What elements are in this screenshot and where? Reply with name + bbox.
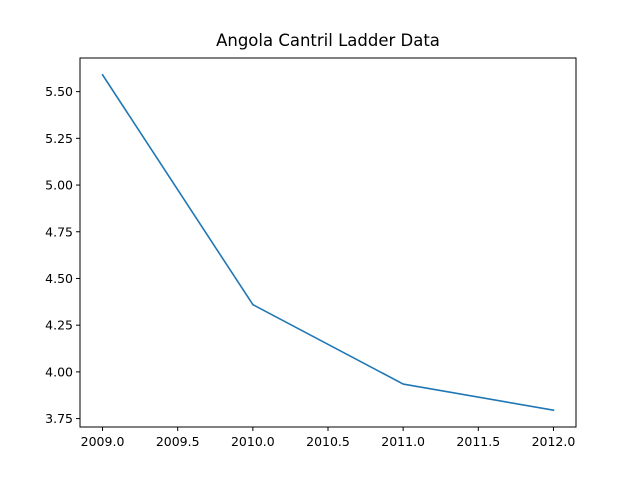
y-tick-label: 3.75 bbox=[45, 411, 73, 426]
series-line bbox=[101, 73, 555, 412]
x-tick-label: 2011.0 bbox=[381, 434, 425, 449]
y-tick-label: 4.50 bbox=[45, 271, 73, 286]
x-tick-label: 2009.5 bbox=[156, 434, 200, 449]
axes-frame bbox=[79, 57, 577, 428]
x-tick-label: 2011.5 bbox=[456, 434, 500, 449]
y-tick-label: 5.50 bbox=[45, 84, 73, 99]
x-tick-label: 2009.0 bbox=[81, 434, 125, 449]
y-tick-label: 4.00 bbox=[45, 364, 73, 379]
y-tick-label: 4.75 bbox=[45, 224, 73, 239]
chart-title: Angola Cantril Ladder Data bbox=[216, 31, 440, 50]
x-tick-label: 2012.0 bbox=[532, 434, 576, 449]
x-tick-label: 2010.0 bbox=[231, 434, 275, 449]
y-tick-label: 4.25 bbox=[45, 318, 73, 333]
plot-area: 2009.0 2009.5 2010.0 2010.5 2011.0 2011.5 2012… bbox=[45, 57, 577, 449]
x-tick-label: 2010.5 bbox=[306, 434, 350, 449]
y-tick-label: 5.00 bbox=[45, 178, 73, 193]
y-tick-label: 5.25 bbox=[45, 131, 73, 146]
